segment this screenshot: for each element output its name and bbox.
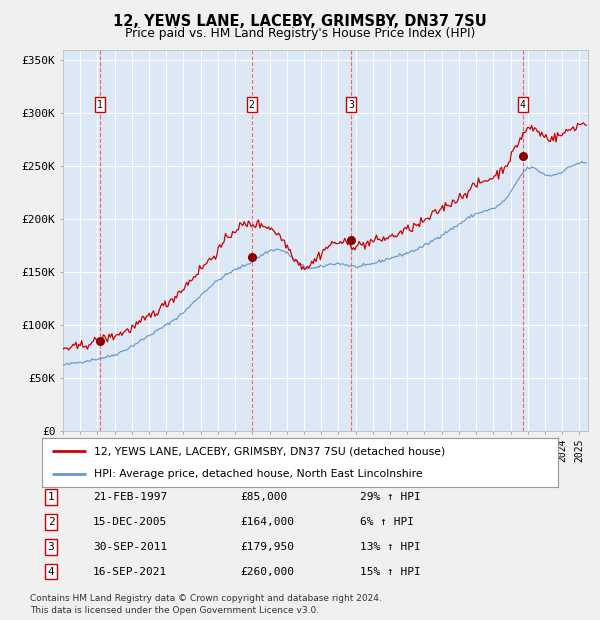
Text: 3: 3 (47, 542, 55, 552)
Text: 4: 4 (47, 567, 55, 577)
Text: 30-SEP-2011: 30-SEP-2011 (93, 542, 167, 552)
Text: 4: 4 (520, 99, 526, 110)
Text: 12, YEWS LANE, LACEBY, GRIMSBY, DN37 7SU: 12, YEWS LANE, LACEBY, GRIMSBY, DN37 7SU (113, 14, 487, 29)
Text: 29% ↑ HPI: 29% ↑ HPI (360, 492, 421, 502)
Text: HPI: Average price, detached house, North East Lincolnshire: HPI: Average price, detached house, Nort… (94, 469, 422, 479)
Text: 3: 3 (349, 99, 354, 110)
Text: 2: 2 (47, 517, 55, 527)
Text: Price paid vs. HM Land Registry's House Price Index (HPI): Price paid vs. HM Land Registry's House … (125, 27, 475, 40)
Text: 2: 2 (249, 99, 254, 110)
Text: 1: 1 (47, 492, 55, 502)
Text: 15-DEC-2005: 15-DEC-2005 (93, 517, 167, 527)
Text: 1: 1 (97, 99, 103, 110)
Text: £164,000: £164,000 (240, 517, 294, 527)
Text: Contains HM Land Registry data © Crown copyright and database right 2024.
This d: Contains HM Land Registry data © Crown c… (30, 594, 382, 615)
Text: 12, YEWS LANE, LACEBY, GRIMSBY, DN37 7SU (detached house): 12, YEWS LANE, LACEBY, GRIMSBY, DN37 7SU… (94, 446, 445, 456)
Text: 21-FEB-1997: 21-FEB-1997 (93, 492, 167, 502)
Text: 16-SEP-2021: 16-SEP-2021 (93, 567, 167, 577)
Text: 15% ↑ HPI: 15% ↑ HPI (360, 567, 421, 577)
Text: £85,000: £85,000 (240, 492, 287, 502)
Text: £260,000: £260,000 (240, 567, 294, 577)
Text: 13% ↑ HPI: 13% ↑ HPI (360, 542, 421, 552)
Text: £179,950: £179,950 (240, 542, 294, 552)
Text: 6% ↑ HPI: 6% ↑ HPI (360, 517, 414, 527)
